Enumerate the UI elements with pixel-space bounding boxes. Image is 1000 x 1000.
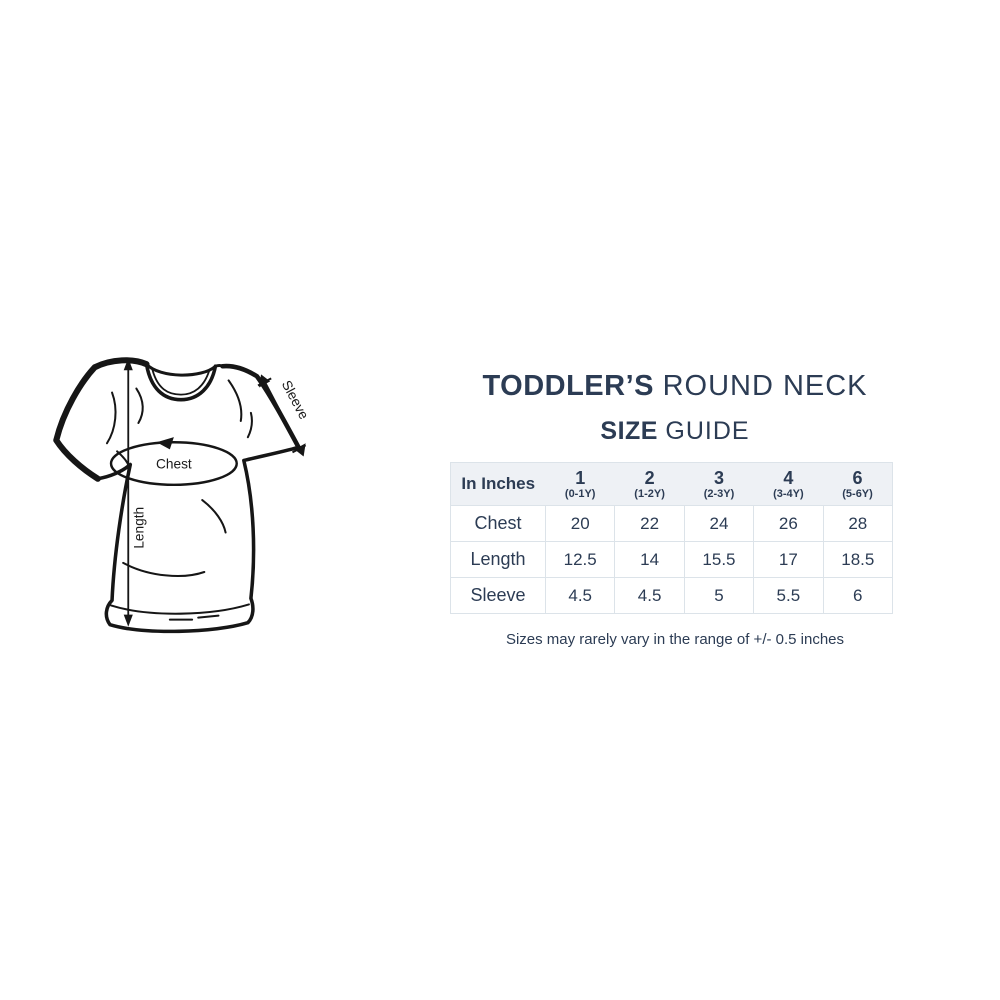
size-age-range: (1-2Y) bbox=[634, 487, 665, 500]
chest-value-size4: 26 bbox=[753, 505, 824, 542]
table-row-chest: Chest 20 22 24 26 28 bbox=[450, 505, 894, 542]
length-value-size1: 12.5 bbox=[544, 541, 616, 578]
sleeve-arrow-line bbox=[264, 381, 301, 449]
length-value-size6: 18.5 bbox=[822, 541, 894, 578]
size-variance-note: Sizes may rarely vary in the range of +/… bbox=[505, 631, 845, 648]
size-table: In Inches 1 (0-1Y) 2 (1-2Y) 3 (2-3Y) 4 bbox=[450, 462, 894, 614]
measurement-indicators bbox=[109, 358, 307, 627]
chest-label: Chest bbox=[156, 457, 192, 472]
length-label: Length bbox=[131, 507, 146, 549]
tshirt-body-outline bbox=[96, 445, 301, 634]
chest-arrowhead bbox=[156, 437, 174, 450]
unit-header-cell: In Inches bbox=[450, 462, 546, 506]
sleeve-value-size4: 5.5 bbox=[753, 577, 824, 614]
size-guide-panel: TODDLER’S ROUND NECK SIZE GUIDE In Inche… bbox=[450, 368, 900, 648]
size-column-header-3: 3 (2-3Y) bbox=[684, 462, 754, 506]
page-title: TODDLER’S ROUND NECK bbox=[450, 368, 900, 404]
size-column-header-6: 6 (5-6Y) bbox=[823, 462, 893, 506]
length-value-size3: 15.5 bbox=[683, 541, 755, 578]
size-column-header-2: 2 (1-2Y) bbox=[614, 462, 685, 506]
size-number: 6 bbox=[852, 467, 863, 488]
page-title-light: ROUND NECK bbox=[662, 370, 868, 402]
tshirt-front-neckline bbox=[144, 362, 218, 402]
row-label-chest: Chest bbox=[450, 505, 546, 542]
size-age-range: (0-1Y) bbox=[564, 487, 596, 500]
chest-value-size6: 28 bbox=[822, 505, 894, 542]
tshirt-fold-lines bbox=[105, 379, 253, 621]
size-number: 3 bbox=[713, 467, 724, 488]
page-subtitle-bold: SIZE bbox=[600, 417, 658, 445]
sleeve-value-size3: 5 bbox=[683, 577, 755, 614]
sleeve-value-size1: 4.5 bbox=[544, 577, 616, 614]
chest-value-size2: 22 bbox=[614, 505, 685, 542]
tshirt-back-collar bbox=[144, 362, 225, 377]
page-title-bold: TODDLER’S bbox=[482, 370, 654, 402]
size-number: 1 bbox=[575, 467, 586, 488]
chest-value-size1: 20 bbox=[544, 505, 616, 542]
tshirt-left-sleeve-outline bbox=[53, 357, 150, 482]
sleeve-arrowhead-bottom bbox=[294, 443, 306, 457]
sleeve-value-size2: 4.5 bbox=[614, 577, 685, 614]
table-row-sleeve: Sleeve 4.5 4.5 5 5.5 6 bbox=[450, 577, 894, 614]
table-row-length: Length 12.5 14 15.5 17 18.5 bbox=[450, 541, 894, 578]
tshirt-measurement-diagram: Chest Length Sleeve bbox=[53, 357, 312, 634]
length-value-size4: 17 bbox=[753, 541, 824, 578]
length-arrowhead-bottom bbox=[123, 614, 133, 627]
size-column-header-1: 1 (0-1Y) bbox=[545, 462, 615, 506]
chest-value-size3: 24 bbox=[683, 505, 755, 542]
sleeve-label: Sleeve bbox=[279, 378, 312, 422]
size-number: 2 bbox=[644, 467, 655, 488]
size-age-range: (5-6Y) bbox=[842, 487, 873, 500]
size-age-range: (3-4Y) bbox=[773, 487, 804, 500]
length-value-size2: 14 bbox=[614, 541, 685, 578]
tshirt-collar-band bbox=[151, 369, 211, 396]
size-number: 4 bbox=[783, 467, 794, 488]
row-label-length: Length bbox=[450, 541, 546, 578]
size-table-header-row: In Inches 1 (0-1Y) 2 (1-2Y) 3 (2-3Y) 4 bbox=[450, 462, 893, 506]
page-subtitle-light: GUIDE bbox=[665, 417, 750, 445]
size-age-range: (2-3Y) bbox=[703, 487, 735, 500]
size-column-header-4: 4 (3-4Y) bbox=[753, 462, 824, 506]
page-subtitle: SIZE GUIDE bbox=[450, 416, 900, 446]
sleeve-arrowhead-top bbox=[259, 374, 271, 388]
row-label-sleeve: Sleeve bbox=[450, 577, 546, 614]
chest-measure-ellipse bbox=[109, 441, 238, 487]
length-arrowhead-top bbox=[123, 358, 133, 371]
sleeve-value-size6: 6 bbox=[822, 577, 894, 614]
